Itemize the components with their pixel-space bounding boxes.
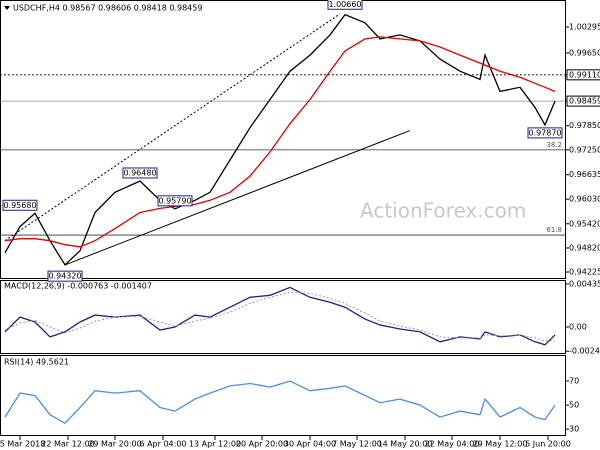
y-tick-label: 0.99110 [569, 70, 600, 79]
annotation-box [157, 195, 193, 207]
x-tick-label: 15 Mar 2018 [0, 440, 45, 449]
x-tick-label: 22 May 04:00 [425, 440, 480, 449]
y-tick-label: 0.004351 [569, 279, 600, 288]
panel-title: USDCHF,H4 0.98567 0.98606 0.98418 0.9845… [13, 4, 202, 13]
x-tick-label: 6 Apr 04:00 [139, 440, 186, 449]
x-tick-label: 22 Mar 12:00 [41, 440, 94, 449]
series-line [4, 13, 556, 266]
y-tick-label: 0.96635 [569, 170, 600, 179]
y-tick-label: 0.94820 [569, 243, 600, 252]
series-line [4, 380, 556, 425]
y-tick-label: 0.99650 [569, 49, 600, 58]
y-tick-label: -0.002448 [569, 347, 600, 356]
x-tick-label: 29 Mar 20:00 [88, 440, 141, 449]
y-tick-label: 0.98459 [569, 97, 600, 106]
y-tick-box [566, 69, 600, 81]
y-tick-label: 0.00 [569, 322, 587, 331]
fib-label: 61.8 [546, 226, 562, 234]
y-tick-label: 50 [569, 401, 579, 410]
price-panel [0, 0, 566, 279]
y-tick-label: 30 [569, 425, 579, 434]
trend-line [64, 130, 411, 266]
y-tick-label: 0.97850 [569, 121, 600, 130]
x-tick-label: 14 May 20:00 [378, 440, 433, 449]
annotation-label: 0.95680 [3, 201, 36, 210]
annotation-box [2, 199, 38, 211]
annotation-box [327, 0, 363, 10]
x-tick-label: 29 May 12:00 [473, 440, 528, 449]
y-tick-label: 1.00295 [569, 23, 600, 32]
x-tick-label: 20 Apr 20:00 [236, 440, 288, 449]
annotation-label: 0.94320 [48, 272, 81, 281]
x-tick-label: 5 Jun 20:00 [525, 440, 571, 449]
annotation-label: 0.97870 [528, 128, 561, 137]
annotation-label: 0.96480 [123, 168, 156, 177]
y-tick-label: 0.95420 [569, 219, 600, 228]
series-line [4, 36, 556, 248]
trend-line [4, 13, 341, 242]
y-tick-label: 0.96030 [569, 195, 600, 204]
x-tick-label: 13 Apr 12:00 [189, 440, 241, 449]
annotation-label: 0.95790 [158, 196, 191, 205]
y-tick-label: 70 [569, 377, 579, 386]
y-tick-label: 0.97250 [569, 145, 600, 154]
annotation-box [122, 167, 158, 179]
panel-title: MACD(12,26,9) -0.000763 -0.001407 [4, 282, 152, 291]
series-line [4, 286, 556, 346]
annotation-label: 1.00660 [328, 0, 361, 9]
rsi-panel [0, 355, 566, 436]
x-tick-label: 30 Apr 04:00 [284, 440, 336, 449]
watermark: ActionForex.com [360, 199, 526, 223]
y-tick-box [566, 95, 600, 107]
annotation-box [527, 127, 563, 139]
panel-title: RSI(14) 49.5621 [4, 358, 69, 367]
title-arrow [4, 6, 10, 10]
series-line [4, 291, 555, 342]
annotation-box [47, 270, 83, 282]
x-tick-label: 7 May 12:00 [332, 440, 382, 449]
y-tick-label: 0.94225 [569, 267, 600, 276]
fib-label: 38.2 [546, 141, 562, 149]
macd-panel [0, 280, 566, 354]
